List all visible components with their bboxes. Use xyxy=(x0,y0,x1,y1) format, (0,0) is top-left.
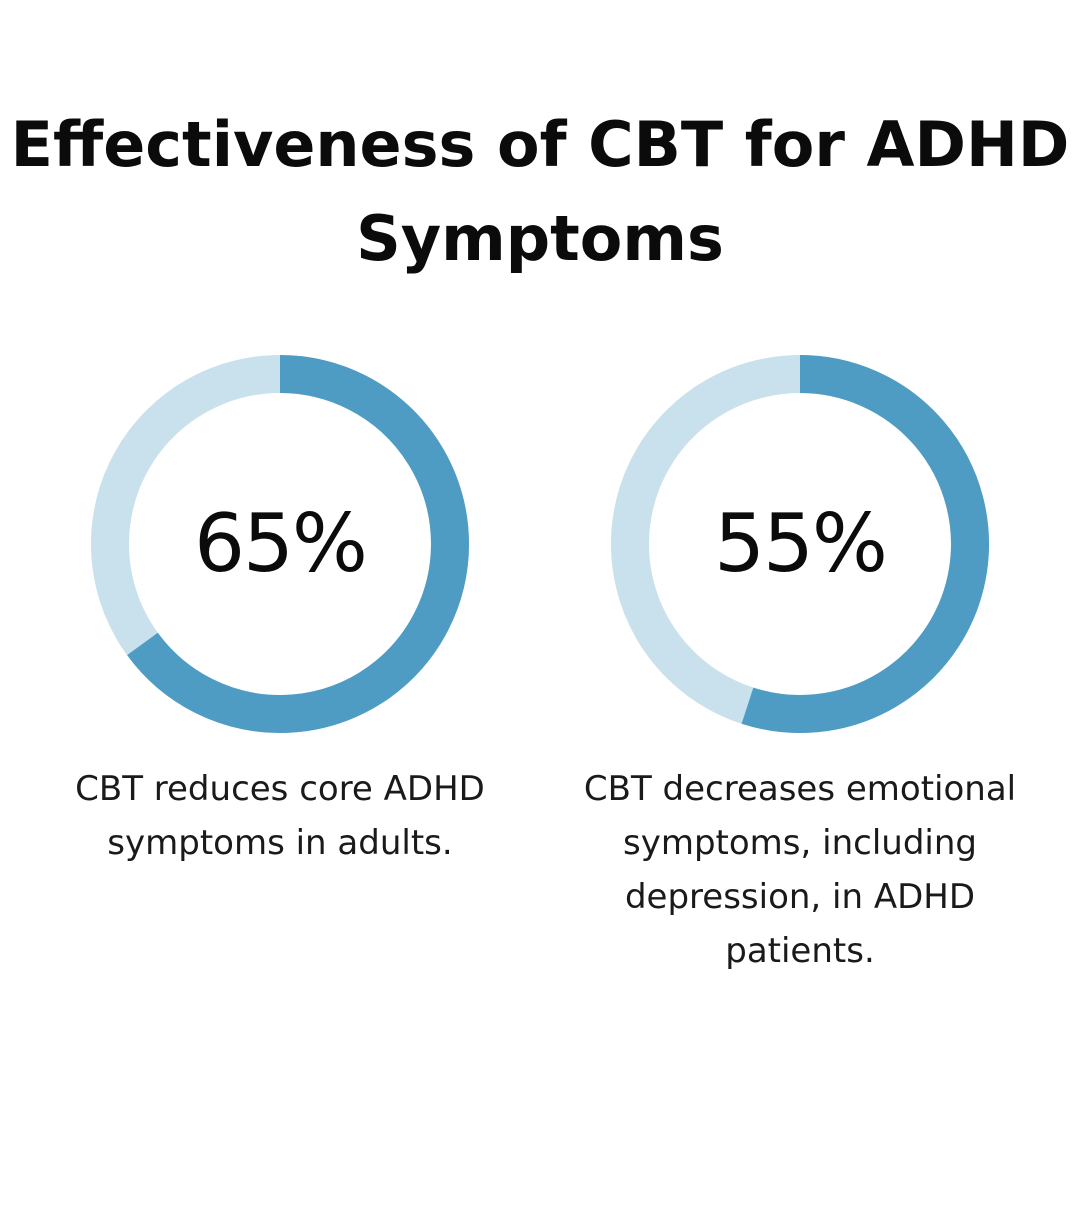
donut-svg xyxy=(91,355,469,733)
stat-card-emotional-symptoms: 55% CBT decreases emotional symptoms, in… xyxy=(565,354,1035,978)
donut-chart-emotional-symptoms: 55% xyxy=(610,354,990,734)
donut-arc-filled xyxy=(741,355,989,733)
stat-description: CBT reduces core ADHD symptoms in adults… xyxy=(75,769,485,863)
donut-value-label: 55% xyxy=(714,497,888,590)
stat-description: CBT decreases emotional symptoms, includ… xyxy=(583,769,1017,971)
donut-value-label: 65% xyxy=(194,497,368,590)
stat-card-core-symptoms: 65% CBT reduces core ADHD symptoms in ad… xyxy=(45,354,515,870)
page-title: Effectiveness of CBT for ADHD Symptoms xyxy=(10,108,1070,275)
donut-arc-filled xyxy=(127,355,469,733)
donut-svg xyxy=(611,355,989,733)
donut-chart-core-symptoms: 65% xyxy=(90,354,470,734)
